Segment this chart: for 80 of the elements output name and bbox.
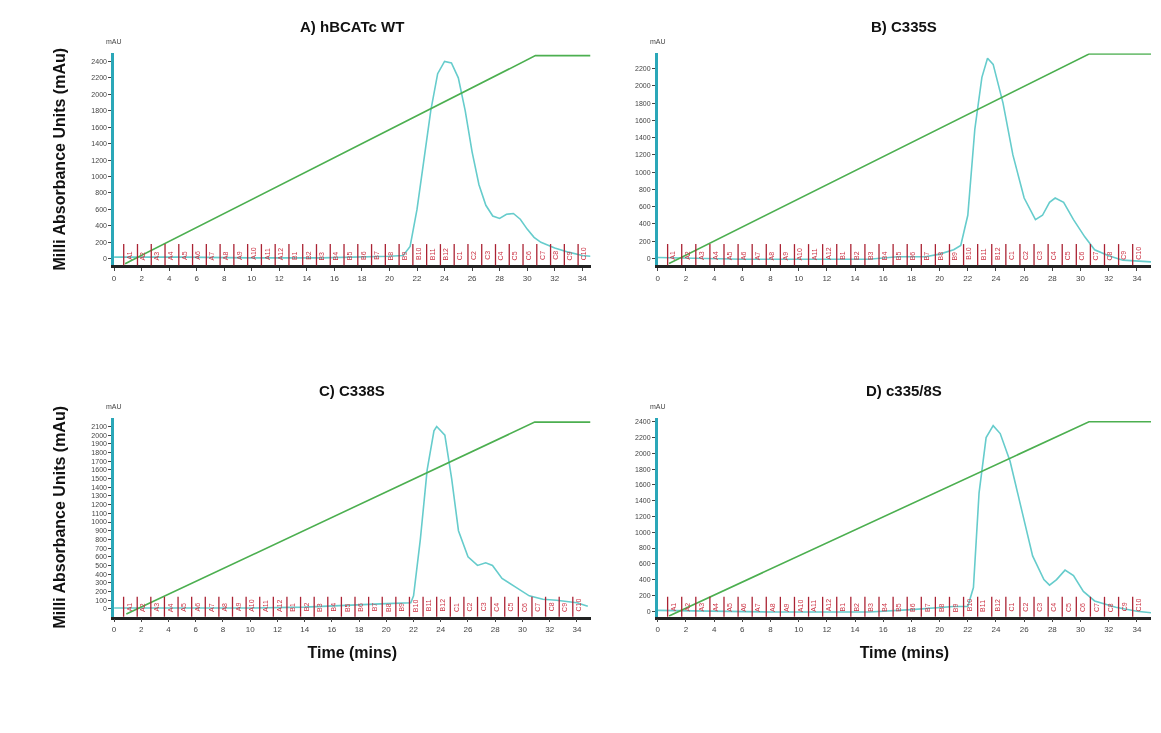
x-tick-label: 34 (572, 625, 582, 635)
x-tick-label: 32 (545, 625, 555, 635)
x-tick-label: 30 (1076, 273, 1086, 283)
x-tick-label: 2 (139, 273, 145, 283)
chart-title: D) c335/8S (866, 382, 942, 399)
x-tick-label: 30 (517, 625, 528, 635)
x-tick-label: 18 (357, 273, 367, 283)
x-tick-label: 10 (794, 273, 804, 283)
x-tick-label: 34 (1132, 625, 1142, 635)
x-tick-label: 28 (490, 625, 501, 635)
x-tick-label: 16 (329, 273, 340, 283)
x-tick-label: 22 (963, 625, 973, 635)
x-tick-label: 14 (300, 625, 310, 635)
x-tick-label: 12 (822, 273, 832, 283)
x-tick-label: 0 (111, 625, 117, 635)
x-tick-label: 28 (1047, 273, 1058, 283)
x-tick-label: 10 (247, 273, 257, 283)
x-tick-label: 30 (1076, 625, 1086, 635)
x-tick-label: 28 (1047, 625, 1058, 635)
x-tick-label: 22 (412, 273, 422, 283)
x-tick-label: 0 (111, 273, 117, 283)
x-tick-label: 32 (1104, 273, 1114, 283)
x-tick-label: 26 (467, 273, 478, 283)
x-tick-label: 10 (245, 625, 256, 635)
x-tick-label: 24 (436, 625, 446, 635)
x-tick-label: 26 (1019, 625, 1030, 635)
x-tick-label: 14 (850, 625, 861, 635)
x-tick-label: 24 (440, 273, 450, 283)
x-tick-label: 2 (139, 625, 145, 635)
chart-title: A) hBCATc WT (300, 18, 405, 35)
x-tick-label: 28 (495, 273, 505, 283)
x-tick-label: 6 (740, 625, 746, 635)
x-tick-label: 4 (711, 625, 717, 635)
y-axis-title: Milli Absorbance Units (mAu) (51, 47, 69, 271)
x-tick-label: 8 (768, 625, 774, 635)
x-tick-label: 6 (193, 625, 199, 635)
x-tick-label: 20 (385, 273, 395, 283)
x-tick-label: 8 (768, 273, 774, 283)
x-tick-label: 12 (822, 625, 832, 635)
y-axis-title: Milli Absorbance Units (mAu) (51, 405, 69, 629)
x-tick-label: 34 (1132, 273, 1142, 283)
x-tick-label: 2 (683, 625, 689, 635)
x-axis-title: Time (mins) (307, 643, 398, 661)
x-tick-label: 22 (963, 273, 973, 283)
x-tick-label: 20 (935, 273, 945, 283)
x-tick-label: 12 (274, 273, 285, 283)
x-tick-label: 18 (354, 625, 365, 635)
x-tick-label: 8 (220, 625, 226, 635)
x-tick-label: 24 (991, 273, 1001, 283)
x-tick-label: 0 (655, 273, 661, 283)
x-axis-title: Time (mins) (859, 643, 950, 661)
x-tick-label: 16 (878, 273, 889, 283)
chart-title: C) C338S (319, 382, 385, 399)
x-tick-label: 20 (381, 625, 392, 635)
x-tick-label: 26 (1019, 273, 1030, 283)
x-tick-label: 10 (794, 625, 804, 635)
x-tick-label: 20 (935, 625, 945, 635)
x-tick-label: 0 (655, 625, 661, 635)
x-tick-label: 32 (1104, 625, 1114, 635)
x-tick-label: 4 (166, 273, 172, 283)
x-tick-label: 18 (906, 273, 917, 283)
x-tick-label: 2 (683, 273, 689, 283)
chart-title: B) C335S (871, 18, 937, 35)
x-tick-label: 6 (194, 273, 200, 283)
x-tick-label: 8 (222, 273, 228, 283)
x-tick-label: 14 (850, 273, 861, 283)
x-tick-label: 18 (906, 625, 917, 635)
x-tick-label: 22 (409, 625, 419, 635)
x-tick-label: 34 (577, 273, 588, 283)
x-tick-label: 24 (991, 625, 1001, 635)
x-tick-label: 6 (740, 273, 746, 283)
x-tick-label: 4 (711, 273, 717, 283)
x-tick-label: 16 (327, 625, 337, 635)
x-tick-label: 12 (272, 625, 283, 635)
x-tick-label: 16 (878, 625, 889, 635)
x-tick-label: 26 (463, 625, 473, 635)
x-tick-label: 30 (522, 273, 533, 283)
x-tick-label: 32 (550, 273, 560, 283)
x-tick-label: 14 (302, 273, 312, 283)
x-tick-label: 4 (166, 625, 172, 635)
